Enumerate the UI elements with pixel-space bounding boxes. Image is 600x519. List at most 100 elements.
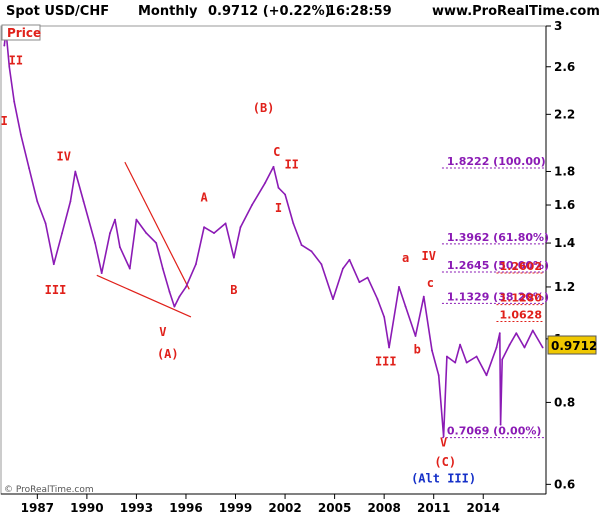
y-tick-label: 2.2 xyxy=(554,107,575,121)
price-point xyxy=(310,250,313,253)
price-point xyxy=(485,374,488,377)
price-point xyxy=(3,44,6,47)
price-point xyxy=(195,263,197,266)
price-point xyxy=(501,358,504,361)
price-point xyxy=(178,295,181,298)
price-point xyxy=(508,343,511,346)
price-point xyxy=(465,361,468,364)
price-point xyxy=(348,258,351,261)
price-point xyxy=(515,332,518,335)
price-point xyxy=(173,305,176,308)
price-point xyxy=(82,200,85,203)
price-point xyxy=(185,286,187,288)
price-point xyxy=(332,298,334,300)
price-point xyxy=(459,343,461,346)
trendline xyxy=(124,161,190,290)
wave-label: C xyxy=(273,145,280,159)
price-point xyxy=(52,263,55,266)
price-point xyxy=(168,290,171,293)
price-point xyxy=(422,295,425,298)
wave-label: I xyxy=(275,201,282,215)
wave-label: A xyxy=(201,190,209,204)
price-point xyxy=(499,423,502,426)
trendline xyxy=(96,274,192,318)
price-point xyxy=(135,218,138,221)
wave-label: (B) xyxy=(253,101,275,115)
wave-label: II xyxy=(284,157,298,171)
x-tick-label: 2011 xyxy=(417,501,450,515)
y-tick-label: 1.6 xyxy=(554,198,575,212)
price-point xyxy=(300,244,303,247)
price-point xyxy=(36,200,39,203)
wave-label: (C) xyxy=(434,455,456,469)
price-point xyxy=(114,218,116,221)
price-point xyxy=(284,193,286,196)
fib-level-label: 1.3962 (61.80%) xyxy=(447,231,549,244)
site-link[interactable]: www.ProRealTime.com xyxy=(432,4,600,19)
x-tick-label: 1999 xyxy=(219,501,252,515)
fib-level-label: 1.8222 (100.00) xyxy=(447,155,546,168)
price-point xyxy=(119,246,121,249)
price-point xyxy=(28,167,30,170)
wave-label: III xyxy=(45,283,67,297)
price-point xyxy=(342,267,344,270)
copyright-text: © ProRealTime.com xyxy=(4,485,94,495)
current-price-label: 0.9712 xyxy=(551,339,597,353)
price-point xyxy=(376,298,379,300)
wave-label: a xyxy=(402,251,409,265)
wave-label: II xyxy=(9,54,23,68)
price-point xyxy=(388,346,390,349)
wave-label: V xyxy=(440,436,447,450)
y-tick-label: 1.4 xyxy=(554,236,575,250)
side-level-label: 1.2602 xyxy=(500,260,542,273)
price-point xyxy=(161,267,164,270)
clock-time: 16:28:59 xyxy=(327,4,392,19)
x-tick-label: 1996 xyxy=(169,501,202,515)
current-price-box xyxy=(547,335,597,355)
price-point xyxy=(8,65,11,68)
wave-label: B xyxy=(230,283,237,297)
price-point xyxy=(437,374,440,377)
price-point xyxy=(523,346,526,349)
price-point xyxy=(239,226,242,229)
wave-label: IV xyxy=(57,150,71,164)
price-point xyxy=(277,186,280,189)
price-point xyxy=(74,170,77,173)
price-point xyxy=(446,355,448,358)
price-point xyxy=(109,232,111,235)
price-point xyxy=(203,226,206,229)
wave-label: IV xyxy=(422,249,436,263)
price-point xyxy=(145,232,148,235)
wave-label: b xyxy=(414,342,421,356)
price-change: 0.9712 (+0.22%) xyxy=(208,4,331,19)
price-point xyxy=(61,232,63,235)
y-tick-label: 2.6 xyxy=(554,60,575,74)
price-point xyxy=(155,242,158,244)
price-point xyxy=(94,242,96,244)
price-point xyxy=(44,222,47,225)
price-point xyxy=(414,335,417,337)
price-label-box xyxy=(1,24,41,41)
price-point xyxy=(251,204,253,206)
price-point xyxy=(383,316,386,318)
price-point xyxy=(292,222,295,225)
price-series-line xyxy=(3,30,544,438)
wave-label: c xyxy=(427,276,434,290)
y-tick-label: 1.2 xyxy=(554,280,575,294)
x-tick-label: 1987 xyxy=(21,501,54,515)
price-point xyxy=(404,305,407,308)
period-label: Monthly xyxy=(138,4,198,19)
price-point xyxy=(272,165,275,168)
x-tick-label: 1990 xyxy=(70,501,103,515)
price-point xyxy=(498,332,501,335)
price-point xyxy=(454,361,457,364)
price-point xyxy=(475,355,478,358)
price-point xyxy=(495,346,498,349)
price-point xyxy=(19,133,22,136)
price-point xyxy=(233,256,235,259)
price-point xyxy=(100,272,103,274)
x-tick-label: 2014 xyxy=(467,501,500,515)
price-point xyxy=(128,267,131,270)
side-level-label: 1.1280 xyxy=(500,292,543,305)
